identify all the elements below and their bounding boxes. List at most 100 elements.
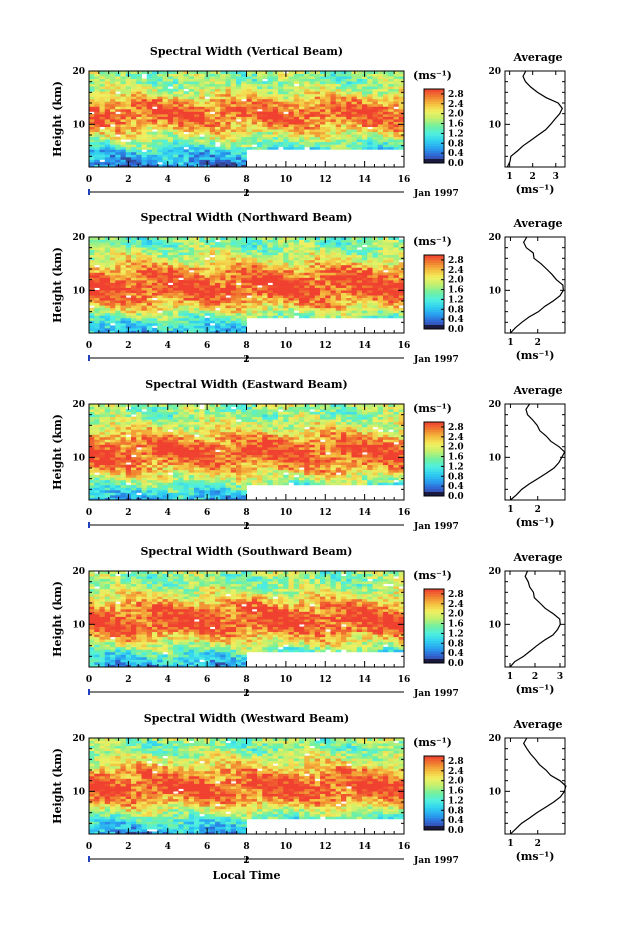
heatmap-cell bbox=[110, 73, 116, 77]
heatmap-cell bbox=[393, 292, 400, 296]
heatmap-cell bbox=[120, 292, 127, 296]
heatmap-cell bbox=[351, 285, 358, 288]
heatmap-cell bbox=[335, 295, 342, 299]
heatmap-cell bbox=[367, 274, 373, 278]
heatmap-cell bbox=[152, 146, 158, 150]
heatmap-cell bbox=[241, 93, 247, 97]
heatmap-cell bbox=[309, 267, 316, 271]
heatmap-cell bbox=[220, 71, 226, 74]
heatmap-cell bbox=[204, 159, 211, 163]
heatmap-cell bbox=[246, 121, 253, 125]
heatmap-cell bbox=[110, 88, 116, 92]
heatmap-cell bbox=[257, 113, 263, 117]
heatmap-cell bbox=[325, 98, 331, 102]
heatmap-cell bbox=[383, 113, 389, 117]
heatmap-cell bbox=[424, 155, 444, 159]
heatmap-cell bbox=[215, 91, 221, 95]
heatmap-cell bbox=[424, 103, 444, 107]
heatmap-cell bbox=[351, 91, 358, 95]
heatmap-cell bbox=[220, 156, 226, 160]
heatmap-cell bbox=[110, 136, 116, 140]
heatmap-cell bbox=[183, 487, 190, 491]
heatmap-cell bbox=[251, 139, 258, 143]
heatmap-cell bbox=[194, 487, 200, 491]
heatmap-cell bbox=[367, 479, 373, 483]
heatmap-cell bbox=[173, 139, 179, 143]
heatmap-cell bbox=[215, 126, 221, 130]
heatmap-cell bbox=[183, 494, 190, 498]
heatmap-cell bbox=[241, 149, 247, 153]
heatmap-cell bbox=[110, 86, 116, 90]
heatmap-cell bbox=[299, 290, 305, 293]
heatmap-cell bbox=[104, 325, 111, 329]
heatmap-cell bbox=[120, 244, 127, 248]
heatmap-cell bbox=[188, 131, 195, 135]
heatmap-cell bbox=[99, 101, 106, 105]
heatmap-cell bbox=[115, 279, 121, 283]
heatmap-cell bbox=[94, 325, 100, 329]
heatmap-cell bbox=[120, 320, 127, 324]
heatmap-cell bbox=[299, 472, 305, 476]
heatmap-cell bbox=[251, 108, 258, 112]
heatmap-cell bbox=[304, 295, 310, 299]
heatmap-cell bbox=[388, 302, 394, 306]
heatmap-cell bbox=[320, 302, 326, 306]
heatmap-cell bbox=[136, 129, 142, 133]
heatmap-cell bbox=[157, 247, 163, 251]
heatmap-cell bbox=[183, 103, 190, 107]
heatmap-cell bbox=[388, 106, 394, 110]
heatmap-cell bbox=[283, 262, 289, 266]
heatmap-cell bbox=[162, 131, 169, 135]
heatmap-cell bbox=[120, 469, 127, 473]
heatmap-cell bbox=[288, 310, 295, 314]
heatmap-cell bbox=[388, 279, 394, 283]
heatmap-cell bbox=[230, 317, 237, 321]
heatmap-cell bbox=[110, 297, 116, 301]
heatmap-cell bbox=[262, 116, 268, 120]
heatmap-cell bbox=[267, 131, 274, 135]
heatmap-cell bbox=[204, 113, 211, 117]
heatmap-cell bbox=[209, 479, 216, 483]
heatmap-cell bbox=[225, 257, 232, 261]
heatmap-cell bbox=[152, 76, 158, 79]
heatmap-cell bbox=[89, 482, 95, 486]
heatmap-cell bbox=[220, 282, 226, 286]
heatmap-cell bbox=[115, 247, 121, 251]
heatmap-cell bbox=[104, 81, 111, 85]
heatmap-cell bbox=[125, 124, 132, 127]
heatmap-cell bbox=[246, 242, 253, 245]
heatmap-cell bbox=[393, 277, 400, 281]
heatmap-cell bbox=[304, 267, 310, 271]
heatmap-cell bbox=[325, 272, 331, 276]
heatmap-cell bbox=[141, 482, 148, 486]
heatmap-cell bbox=[356, 269, 363, 273]
heatmap-cell bbox=[225, 111, 232, 115]
heatmap-cell bbox=[314, 134, 321, 138]
heatmap-cell bbox=[225, 144, 232, 148]
x-tick-label: 8 bbox=[243, 341, 249, 351]
heatmap-cell bbox=[99, 86, 106, 90]
heatmap-cell bbox=[173, 252, 179, 256]
heatmap-cell bbox=[320, 292, 326, 296]
heatmap-cell bbox=[236, 136, 242, 140]
heatmap-cell bbox=[356, 86, 363, 90]
heatmap-cell bbox=[257, 312, 263, 316]
heatmap-cell bbox=[204, 108, 211, 112]
heatmap-cell bbox=[388, 259, 394, 263]
heatmap-cell bbox=[372, 479, 379, 483]
heatmap-cell bbox=[351, 274, 358, 278]
heatmap-cell bbox=[220, 322, 226, 326]
heatmap-cell bbox=[351, 479, 358, 483]
heatmap-cell bbox=[99, 315, 106, 319]
colorbar-tick-label: 1.2 bbox=[448, 129, 464, 139]
heatmap-cell bbox=[278, 277, 284, 281]
heatmap-cell bbox=[377, 279, 384, 283]
heatmap-cell bbox=[356, 257, 363, 261]
average-y-tick-label: 20 bbox=[488, 67, 501, 77]
heatmap-cell bbox=[351, 305, 358, 309]
heatmap-cell bbox=[424, 145, 444, 149]
heatmap-cell bbox=[115, 489, 121, 493]
heatmap-cell bbox=[178, 141, 184, 145]
heatmap-cell bbox=[173, 494, 179, 498]
heatmap-cell bbox=[230, 484, 237, 488]
